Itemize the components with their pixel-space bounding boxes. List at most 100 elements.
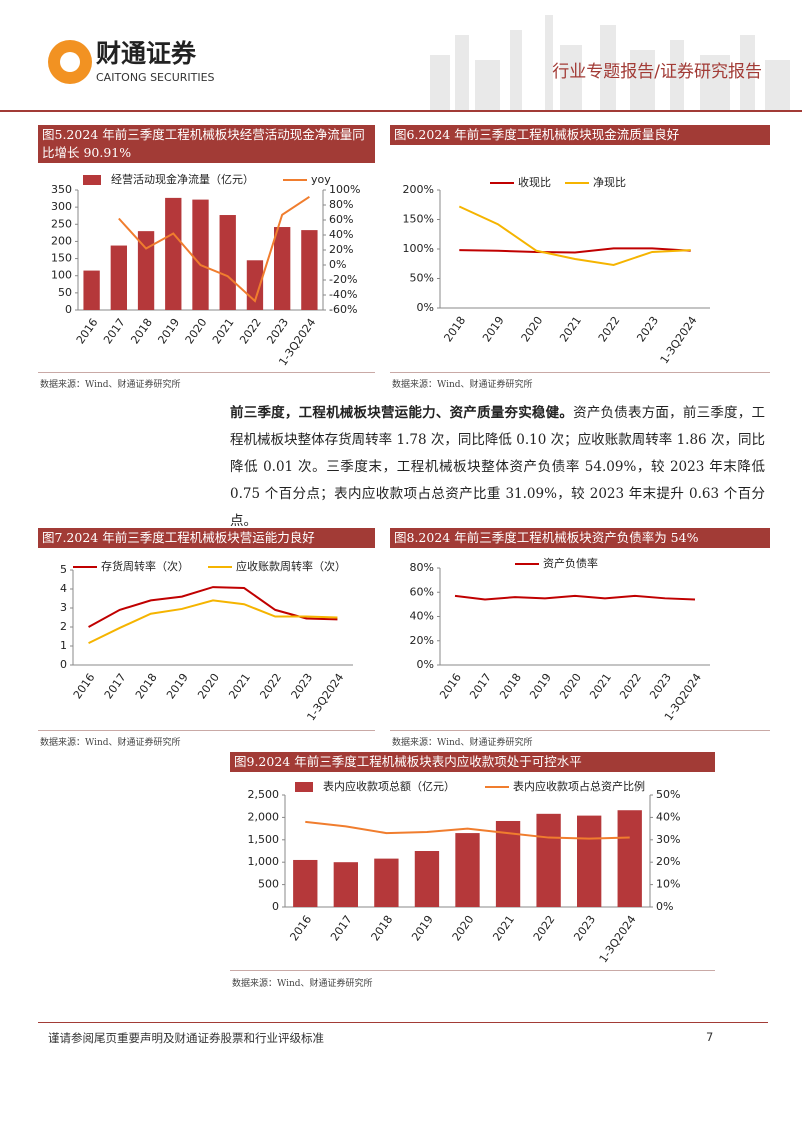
y-tick-label: 150%: [403, 213, 434, 226]
paragraph-text: 资产负债表方面，前三季度，工程机械板块整体存货周转率 1.78 次，同比降低 0…: [230, 405, 766, 529]
y-tick-label: 5: [60, 563, 67, 576]
x-tick-label: 2017: [102, 671, 129, 701]
x-tick-label: 2023: [571, 913, 598, 943]
source: 数据来源：Wind、财通证券研究所: [40, 738, 181, 748]
y2-tick-label: -20%: [329, 273, 357, 286]
y-tick-label: 1: [60, 639, 67, 652]
report-type: 行业专题报告/证券研究报告: [552, 62, 762, 82]
y-tick-label: 50: [58, 286, 72, 299]
source: 数据来源：Wind、财通证券研究所: [392, 738, 533, 748]
y-tick-label: 0: [65, 303, 72, 316]
line: [88, 586, 338, 628]
legend-label: 表内应收款项总额（亿元）: [323, 779, 455, 793]
disclaimer: 谨请参阅尾页重要声明及财通证券股票和行业评级标准: [48, 1031, 324, 1045]
y-tick-label: 350: [51, 183, 72, 196]
x-tick-label: 2017: [328, 913, 355, 943]
x-tick-label: 2018: [133, 671, 160, 701]
x-tick-label: 1-3Q2024: [658, 314, 700, 366]
x-tick-label: 2023: [289, 671, 316, 701]
x-tick-label: 2022: [531, 913, 558, 943]
figure-title: 图8.2024 年前三季度工程机械板块资产负债率为 54%: [390, 528, 770, 548]
y-tick-label: 100%: [403, 242, 434, 255]
y-tick-label: 200: [51, 234, 72, 247]
y2-tick-label: 30%: [656, 833, 680, 846]
y2-tick-label: 20%: [656, 855, 680, 868]
y-tick-label: 300: [51, 200, 72, 213]
x-tick-label: 2019: [155, 316, 182, 346]
rule: [230, 970, 715, 971]
y-tick-label: 2,500: [248, 788, 280, 801]
figure-title: 图6.2024 年前三季度工程机械板块现金流质量良好: [390, 125, 770, 145]
bar: [536, 813, 561, 907]
paragraph-bold: 前三季度，工程机械板块营运能力、资产质量夯实稳健。: [230, 405, 574, 421]
legend-label: 经营活动现金净流量（亿元）: [111, 172, 254, 186]
x-tick-label: 1-3Q2024: [597, 913, 639, 965]
y-tick-label: 1,500: [248, 833, 280, 846]
y-tick-label: 150: [51, 252, 72, 265]
x-tick-label: 2020: [450, 913, 477, 943]
y-tick-label: 50%: [410, 272, 434, 285]
y2-tick-label: 80%: [329, 198, 353, 211]
legend-label: yoy: [311, 173, 331, 186]
y2-tick-label: 20%: [329, 243, 353, 256]
bar: [83, 270, 100, 310]
y-tick-label: 2: [60, 620, 67, 633]
legend-label: 表内应收款项占总资产比例: [513, 779, 645, 793]
y-tick-label: 60%: [410, 585, 434, 598]
x-tick-label: 2021: [587, 671, 614, 701]
y-tick-label: 1,000: [248, 855, 280, 868]
y-tick-label: 200%: [403, 183, 434, 196]
footer-rule: [38, 1022, 768, 1023]
y-tick-label: 0: [60, 658, 67, 671]
x-tick-label: 2021: [210, 316, 237, 346]
legend-swatch: [295, 782, 313, 792]
line: [88, 599, 338, 645]
y-tick-label: 3: [60, 601, 67, 614]
y2-tick-label: 10%: [656, 878, 680, 891]
bar: [165, 197, 182, 310]
y-tick-label: 250: [51, 217, 72, 230]
line: [458, 205, 691, 266]
x-tick-label: 2016: [287, 913, 314, 943]
x-tick-label: 2021: [490, 913, 517, 943]
x-tick-label: 2018: [128, 316, 155, 346]
skyline: [430, 15, 790, 110]
x-tick-label: 2023: [634, 314, 661, 344]
bar: [137, 231, 155, 310]
x-tick-label: 2018: [369, 913, 396, 943]
y-tick-label: 40%: [410, 610, 434, 623]
bar: [577, 815, 602, 907]
x-tick-label: 2018: [441, 314, 468, 344]
x-tick-label: 2022: [237, 316, 264, 346]
line: [459, 247, 691, 254]
figure-title: 图9.2024 年前三季度工程机械板块表内应收款项处于可控水平: [230, 752, 715, 772]
bar: [455, 833, 480, 907]
x-tick-label: 2020: [557, 671, 584, 701]
x-tick-label: 2018: [497, 671, 524, 701]
y-tick-label: 500: [258, 878, 279, 891]
y-tick-label: 0%: [417, 658, 434, 671]
x-tick-label: 2022: [257, 671, 284, 701]
legend-label: 应收账款周转率（次）: [236, 559, 346, 573]
bar: [617, 810, 642, 907]
x-tick-label: 2017: [467, 671, 494, 701]
bar: [414, 851, 440, 907]
y-tick-label: 80%: [410, 561, 434, 574]
legend-label: 存货周转率（次）: [101, 559, 189, 573]
chart: 0 50 100 150 200 250 300 350 -60% -40% -20% 0% 20% 40…: [51, 172, 360, 368]
bar: [293, 859, 318, 907]
rule: [38, 730, 375, 731]
bar: [495, 820, 521, 907]
bar: [219, 215, 236, 310]
legend-swatch: [83, 175, 101, 185]
x-tick-label: 2016: [437, 671, 464, 701]
bar: [110, 245, 127, 310]
x-tick-label: 2019: [480, 314, 507, 344]
x-tick-label: 2017: [101, 316, 128, 346]
rule: [390, 730, 770, 731]
source: 数据来源：Wind、财通证券研究所: [392, 380, 533, 390]
legend-label: 资产负债率: [543, 556, 598, 570]
bar: [333, 862, 358, 907]
header: 财通证券 CAITONG SECURITIES 行业专题报告/证券研究报告: [0, 15, 802, 112]
